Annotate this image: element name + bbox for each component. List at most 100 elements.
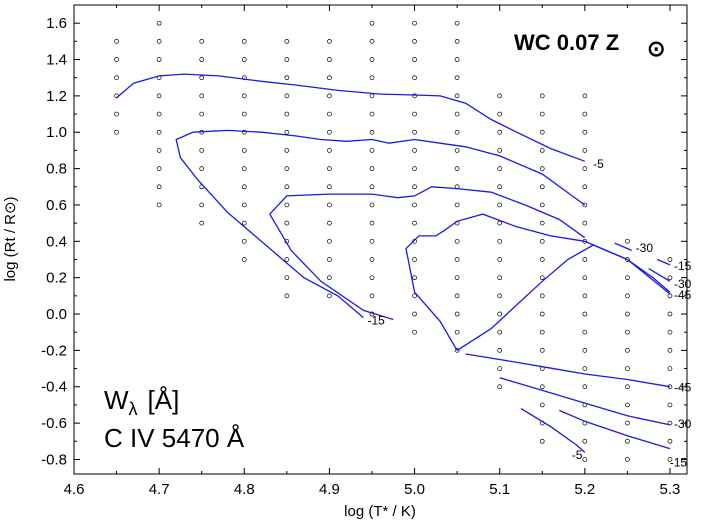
y-tick-label: 0.8 [46, 161, 67, 178]
grid-point [156, 39, 162, 44]
chart-title: WC 0.07 Z ⊙ [514, 30, 665, 61]
grid-point [582, 257, 588, 262]
grid-point [497, 384, 503, 390]
grid-point [369, 57, 375, 62]
grid-point [241, 220, 247, 226]
grid-point [412, 166, 417, 171]
grid-point [497, 93, 503, 99]
grid-point [539, 329, 545, 335]
grid-point [241, 39, 247, 44]
grid-point [156, 129, 162, 135]
grid-point [454, 293, 460, 299]
contour-line-11 [520, 408, 586, 453]
grid-point [412, 220, 417, 226]
contour-lines: -5-15-45-30-15-30-45-30-5-15 [116, 73, 692, 469]
grid-point [412, 311, 417, 317]
grid-point [156, 20, 162, 26]
grid-point [539, 293, 545, 299]
grid-point [241, 257, 247, 262]
grid-point [241, 238, 247, 244]
grid-point [539, 384, 545, 390]
grid-point [582, 438, 588, 444]
grid-point [582, 220, 588, 226]
grid-point [369, 166, 375, 171]
grid-point [667, 402, 673, 408]
grid-point [412, 39, 417, 44]
grid-point [454, 329, 460, 335]
grid-point [199, 93, 205, 99]
grid-point [412, 148, 417, 153]
grid-point [241, 184, 247, 190]
x-tick-label: 4.8 [234, 481, 255, 498]
grid-point [327, 166, 332, 171]
grid-point [454, 311, 460, 317]
grid-point [539, 238, 545, 244]
grid-point [199, 57, 205, 62]
grid-point [369, 293, 375, 299]
grid-point [284, 148, 290, 153]
grid-point [539, 348, 545, 353]
y-tick-label: 0.2 [46, 270, 67, 287]
grid-point [539, 438, 545, 444]
contour-line-12 [559, 409, 671, 450]
grid-point [327, 275, 332, 281]
grid-point [582, 384, 588, 390]
grid-point [454, 238, 460, 244]
grid-point [667, 438, 673, 444]
grid-point [369, 275, 375, 281]
grid-point [539, 148, 545, 153]
grid-point [667, 293, 673, 299]
y-tick-label: 1.0 [46, 124, 67, 141]
grid-point [454, 148, 460, 153]
grid-point [497, 293, 503, 299]
grid-point [156, 57, 162, 62]
y-tick-label: 0.6 [46, 197, 67, 214]
contour-label: -5 [593, 157, 604, 171]
grid-point [582, 457, 588, 462]
y-tick-label: 1.6 [46, 15, 67, 32]
grid-point [284, 39, 290, 44]
contour-line-9 [465, 353, 671, 388]
grid-point [667, 257, 673, 262]
grid-point [625, 257, 630, 262]
grid-point [327, 257, 332, 262]
grid-point [199, 39, 205, 44]
grid-point [284, 257, 290, 262]
grid-point [369, 39, 375, 44]
svg-text:WC 0.07 Z: WC 0.07 Z [514, 30, 619, 55]
grid-point [369, 238, 375, 244]
contour-line-2 [175, 129, 586, 319]
grid-point [497, 111, 503, 117]
y-axis-ticks: -0.8 -0.6 -0.4 -0.2 0.0 0.2 0.4 0.6 0.8 1.0 1.2 1.4… [41, 15, 687, 468]
grid-point [241, 202, 247, 208]
grid-point [241, 129, 247, 135]
grid-point [412, 111, 417, 117]
grid-point [156, 148, 162, 153]
grid-point [369, 220, 375, 226]
grid-point [497, 166, 503, 171]
grid-point [454, 93, 460, 99]
grid-point [156, 111, 162, 117]
x-tick-label: 5.0 [404, 481, 425, 498]
grid-point [369, 93, 375, 99]
grid-point [241, 57, 247, 62]
annotation-line: C IV 5470 Å [104, 423, 245, 453]
grid-point [497, 329, 503, 335]
grid-point [454, 257, 460, 262]
grid-point [625, 293, 630, 299]
grid-point [582, 148, 588, 153]
grid-point [369, 202, 375, 208]
grid-point [114, 129, 119, 135]
grid-point [327, 202, 332, 208]
grid-point [454, 275, 460, 281]
grid-point [582, 184, 588, 190]
grid-point [497, 311, 503, 317]
grid-point [156, 166, 162, 171]
grid-point [454, 20, 460, 26]
grid-point [582, 93, 588, 99]
x-tick-label: 5.2 [574, 481, 595, 498]
y-axis-title: log (Rt / R⊙) [2, 196, 19, 281]
x-tick-label: 5.1 [489, 481, 510, 498]
grid-point [114, 57, 119, 62]
